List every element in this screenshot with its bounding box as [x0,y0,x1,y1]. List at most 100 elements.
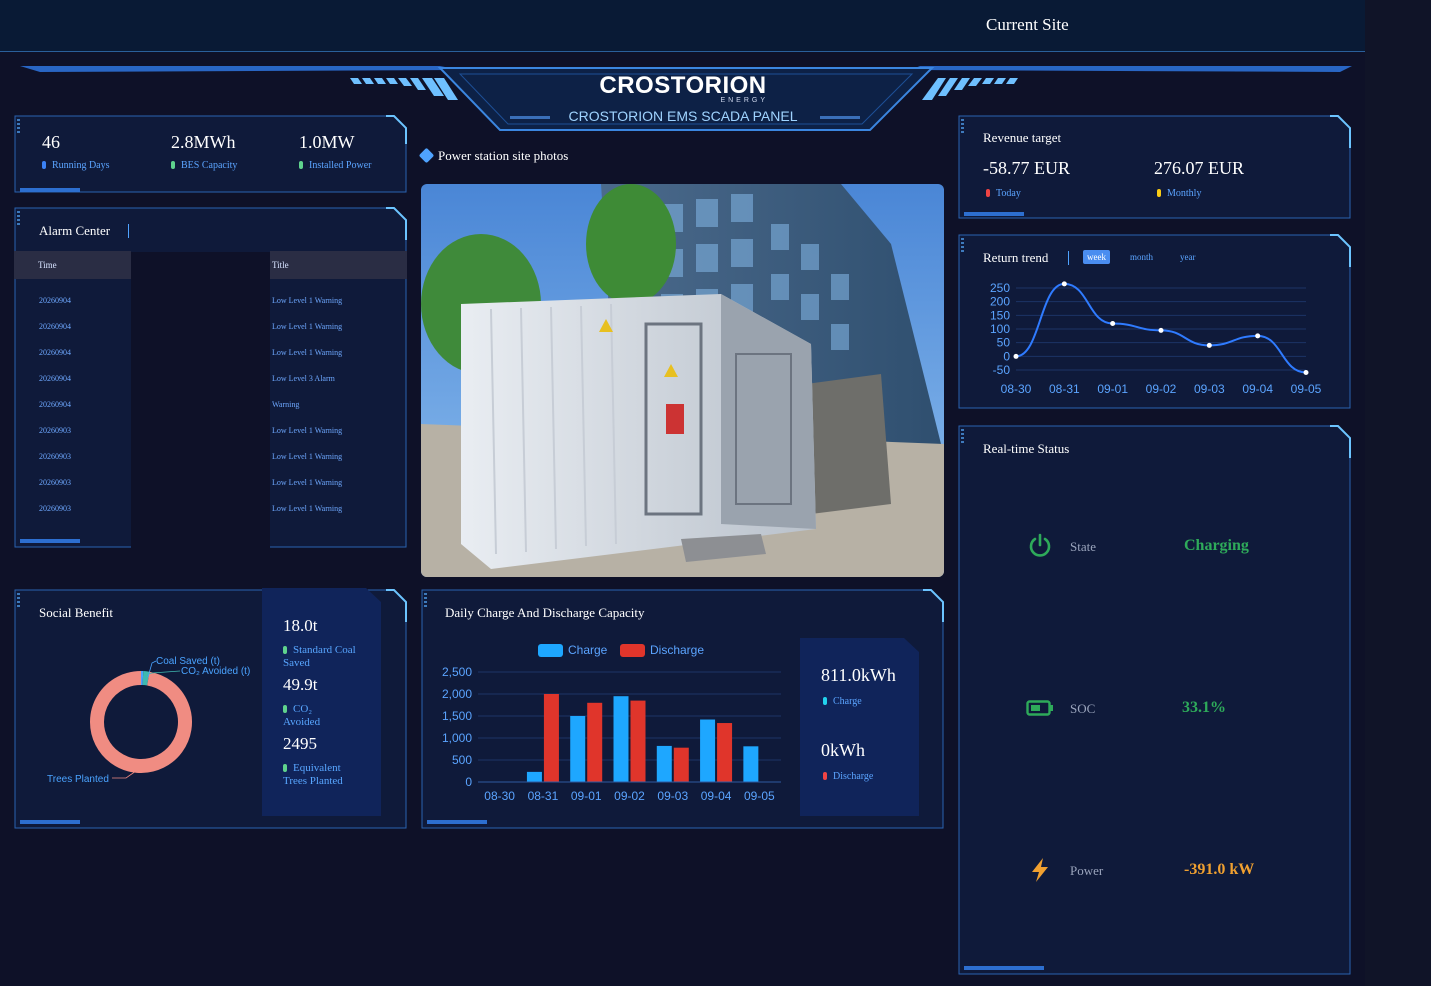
x-tick-label: 09-05 [1291,382,1322,396]
alarm-row-time: 20260904 [39,348,71,357]
logo-text: CROSTORION [599,72,767,99]
alarm-row-time: 20260903 [39,478,71,487]
dot-icon [171,161,175,169]
trend-point[interactable] [1110,321,1116,327]
alarm-column-time: Time [14,251,131,279]
co2-avoided-value: 49.9t [283,675,318,694]
running-days-value: 46 [42,132,60,152]
y-tick-label: 50 [997,336,1011,350]
alarm-row-title: Low Level 1 Warning [272,504,343,513]
revenue-monthly-label: Monthly [1157,188,1201,199]
alarm-row-time: 20260904 [39,400,71,409]
site-photo-illustration [421,184,944,577]
bar-charge[interactable] [700,719,716,782]
title-divider [1068,251,1069,265]
y-tick-label: 1,500 [442,709,472,723]
alarm-row-title: Low Level 1 Warning [272,348,343,357]
state-label: State [1070,539,1096,554]
bar-charge[interactable] [613,696,629,782]
tab-month[interactable]: month [1130,252,1154,262]
power-icon [1029,533,1051,557]
donut-slice[interactable] [142,671,150,686]
alarm-row-time: 20260903 [39,504,71,513]
donut-slice[interactable] [90,671,192,773]
bar-charge[interactable] [656,745,672,782]
coal-saved-caption: Standard Coal Saved [283,644,356,669]
right-strip [1365,0,1431,986]
overview-panel: 46 Running Days 2.8MWh BES Capacity 1.0M… [14,114,407,194]
trees-planted-value: 2495 [283,734,317,753]
social-benefit-title: Social Benefit [39,605,114,620]
alarm-row-time: 20260904 [39,374,71,383]
tab-year[interactable]: year [1180,252,1196,262]
x-tick-label: 08-31 [1049,382,1080,396]
alarm-row-time: 20260904 [39,322,71,331]
x-tick-label: 09-01 [1097,382,1128,396]
alarm-row-title: Low Level 1 Warning [272,296,343,305]
y-tick-label: -50 [993,363,1011,377]
coal-leader-line [147,660,157,678]
bar-discharge[interactable] [717,723,733,782]
trees-planted-label: Trees Planted [47,774,109,785]
legend-swatch [538,644,563,657]
co2-avoided-caption: CO₂ Avoided [283,703,321,728]
site-photo[interactable] [421,184,944,577]
state-value: Charging [1184,537,1249,554]
bar-charge[interactable] [743,746,759,782]
revenue-panel: Revenue target -58.77 EUR Today 276.07 E… [958,114,1351,220]
y-tick-label: 100 [990,322,1010,336]
y-tick-label: 1,000 [442,731,472,745]
x-tick-label: 09-03 [1194,382,1225,396]
y-tick-label: 150 [990,308,1010,322]
legend-discharge[interactable]: Discharge [650,643,704,657]
trend-point[interactable] [1061,281,1067,287]
panel-subtitle: CROSTORION EMS SCADA PANEL [568,108,798,124]
y-tick-label: 500 [452,753,472,767]
coal-saved-value: 18.0t [283,616,318,635]
trend-point[interactable] [1158,327,1164,333]
bar-discharge[interactable] [587,702,603,782]
panel-frame [14,207,407,549]
trend-point[interactable] [1206,342,1212,348]
dot-icon [42,161,46,169]
bar-discharge[interactable] [673,747,689,782]
panel-frame [958,425,1351,975]
x-tick-label: 09-04 [1242,382,1273,396]
dot-icon [283,646,287,654]
panel-frame [958,234,1351,409]
coal-saved-label: Coal Saved (t) [156,656,220,667]
return-trend-panel: Return trend week month year [958,233,1351,410]
tab-week[interactable]: week [1083,250,1110,264]
dot-icon [986,189,990,197]
dot-icon [299,161,303,169]
social-benefit-panel: Social Benefit [14,588,407,830]
revenue-title: Revenue target [983,130,1062,145]
alarm-center-title: Alarm Center [39,223,111,238]
panel-frame [14,588,407,829]
alarm-row-title: Low Level 1 Warning [272,452,343,461]
legend-charge[interactable]: Charge [568,643,608,657]
realtime-status-title: Real-time Status [983,441,1070,456]
alarm-row-time: 20260904 [39,296,71,305]
trend-point[interactable] [1013,353,1019,359]
dot-icon [823,772,827,780]
x-tick-label: 09-04 [701,789,732,803]
charge-summary-value: 811.0kWh [821,665,896,685]
bar-charge[interactable] [526,771,542,782]
alarm-row-time: 20260903 [39,426,71,435]
bar-charge[interactable] [570,716,586,782]
current-site-selector[interactable]: Current Site [986,15,1069,34]
x-tick-label: 08-30 [1001,382,1032,396]
installed-power-value: 1.0MW [299,132,355,152]
trend-point[interactable] [1303,369,1309,375]
bar-discharge[interactable] [630,700,646,782]
x-tick-label: 09-02 [1146,382,1177,396]
y-tick-label: 250 [990,281,1010,295]
alarm-row-title: Warning [272,400,300,409]
trend-point[interactable] [1255,333,1261,339]
dot-icon [1157,189,1161,197]
return-trend-title: Return trend [983,250,1049,265]
bar-discharge[interactable] [543,694,559,782]
trees-planted-caption: Equivalent Trees Planted [283,762,343,787]
